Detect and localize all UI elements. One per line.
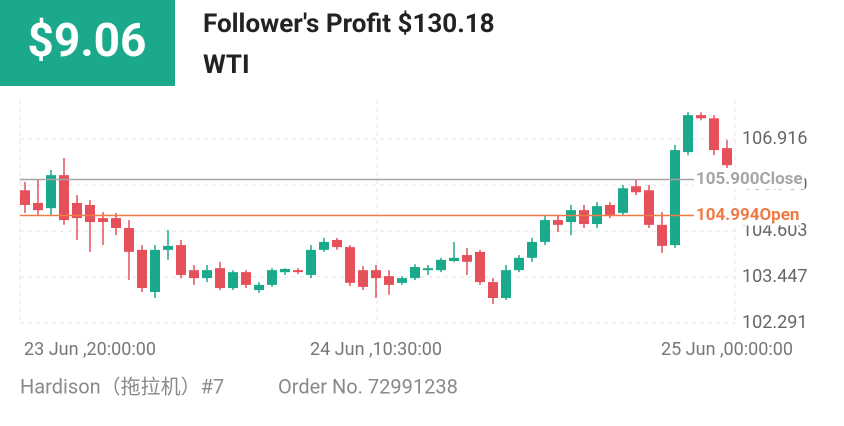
candle-body bbox=[124, 228, 134, 252]
candle-body bbox=[72, 202, 82, 219]
candle-body bbox=[514, 257, 524, 271]
candle-body bbox=[644, 190, 654, 225]
candle-body bbox=[293, 270, 303, 273]
candle-body bbox=[280, 268, 290, 273]
candle-body bbox=[358, 270, 368, 287]
candle-body bbox=[98, 218, 108, 223]
candle-body bbox=[449, 257, 459, 262]
reference-value: 104.994 bbox=[696, 205, 760, 225]
candle-body bbox=[137, 249, 147, 289]
candle-body bbox=[59, 175, 69, 221]
candle-body bbox=[241, 272, 251, 285]
candle-body bbox=[410, 266, 420, 279]
candle-body bbox=[631, 186, 641, 193]
y-tick-label: 106.916 bbox=[742, 128, 807, 149]
candle-body bbox=[189, 270, 199, 279]
candle-body bbox=[371, 270, 381, 279]
x-tick-label: 24 Jun ,10:30:00 bbox=[310, 339, 442, 360]
candle-body bbox=[332, 239, 342, 248]
reference-name: Close bbox=[759, 169, 802, 189]
candle-body bbox=[605, 204, 615, 215]
candle-body bbox=[722, 148, 732, 166]
candle-body bbox=[462, 255, 472, 262]
x-tick-label: 25 Jun ,00:00:00 bbox=[661, 339, 793, 360]
y-tick-label: 102.291 bbox=[742, 312, 807, 333]
candle-body bbox=[488, 282, 498, 298]
candle-body bbox=[423, 268, 433, 271]
candle-body bbox=[527, 241, 537, 258]
candle-body bbox=[553, 220, 563, 225]
candle-body bbox=[384, 276, 394, 285]
reference-value: 105.900 bbox=[696, 169, 759, 189]
candle-body bbox=[46, 175, 56, 209]
candle-body bbox=[540, 220, 550, 242]
candle-body bbox=[579, 210, 589, 225]
candle-body bbox=[85, 204, 95, 223]
candle-body bbox=[618, 188, 628, 213]
candle-body bbox=[657, 224, 667, 246]
candle-body bbox=[33, 202, 43, 211]
amount: $9.06 bbox=[28, 14, 147, 68]
candle-body bbox=[267, 270, 277, 285]
candle-body bbox=[501, 270, 511, 298]
title: Follower's Profit $130.18 bbox=[203, 9, 495, 39]
candle-body bbox=[202, 270, 212, 279]
reference-label-bg bbox=[694, 205, 802, 226]
candle-body bbox=[670, 150, 680, 246]
candle-body bbox=[215, 268, 225, 289]
x-tick-label: 23 Jun ,20:00:00 bbox=[24, 339, 156, 360]
candle-body bbox=[683, 115, 693, 153]
candle-body bbox=[319, 241, 329, 250]
candle-body bbox=[228, 272, 238, 289]
y-tick-label: 103.447 bbox=[742, 266, 807, 287]
symbol: WTI bbox=[203, 50, 250, 80]
candle-body bbox=[254, 284, 264, 291]
candle-body bbox=[306, 249, 316, 275]
amount-badge bbox=[0, 0, 175, 86]
candle-body bbox=[345, 247, 355, 283]
candle-body bbox=[696, 115, 706, 119]
candle-body bbox=[20, 190, 30, 205]
reference-label-bg bbox=[694, 169, 805, 190]
candle-body bbox=[709, 118, 719, 151]
candle-body bbox=[163, 245, 173, 250]
candle-body bbox=[475, 251, 485, 283]
candle-body bbox=[436, 259, 446, 271]
order-number: Order No. 72991238 bbox=[278, 374, 458, 398]
candle-body bbox=[111, 218, 121, 229]
candle-body bbox=[150, 249, 160, 293]
trader: Hardison（拖拉机）#7 bbox=[20, 374, 224, 398]
candle-body bbox=[397, 278, 407, 283]
reference-name: Open bbox=[759, 205, 799, 225]
candle-body bbox=[176, 245, 186, 275]
